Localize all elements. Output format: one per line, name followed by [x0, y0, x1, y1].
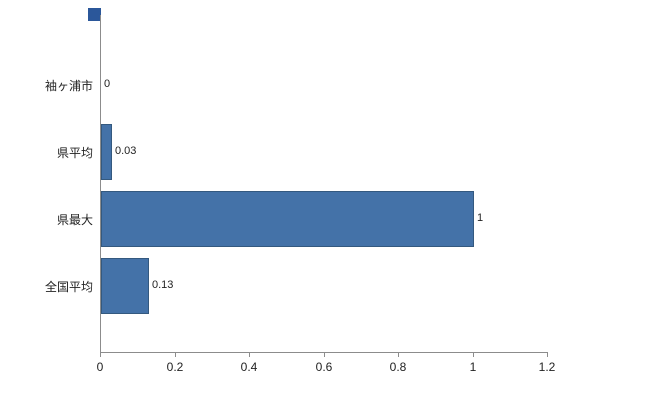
value-label: 0.13: [152, 279, 174, 291]
x-axis-tick: [398, 353, 399, 357]
bar: [101, 124, 112, 180]
x-axis-tick: [473, 353, 474, 357]
x-axis-tick-label: 0.2: [166, 360, 184, 374]
x-axis-tick-label: 1.2: [538, 360, 556, 374]
x-axis-tick-label: 0.8: [389, 360, 407, 374]
x-axis-tick-label: 0.4: [240, 360, 258, 374]
x-axis-tick-label: 1: [469, 360, 477, 374]
x-axis-tick-label: 0.6: [315, 360, 333, 374]
value-label: 0: [104, 78, 111, 90]
x-axis-tick-label: 0: [96, 360, 104, 374]
x-axis-tick: [175, 353, 176, 357]
bar: [101, 191, 474, 247]
value-label: 0.03: [115, 145, 137, 157]
x-axis-tick: [324, 353, 325, 357]
bar: [101, 258, 149, 314]
category-label: 全国平均: [44, 280, 93, 294]
category-label: 袖ヶ浦市: [44, 79, 93, 93]
y-axis-line: [100, 15, 101, 353]
corner-marker-icon: [88, 8, 101, 21]
category-label: 県平均: [56, 146, 93, 160]
x-axis-tick: [100, 353, 101, 357]
x-axis-tick: [547, 353, 548, 357]
x-axis-tick: [249, 353, 250, 357]
value-label: 1: [477, 212, 484, 224]
category-label: 県最大: [56, 213, 93, 227]
x-axis-line: [100, 352, 548, 353]
